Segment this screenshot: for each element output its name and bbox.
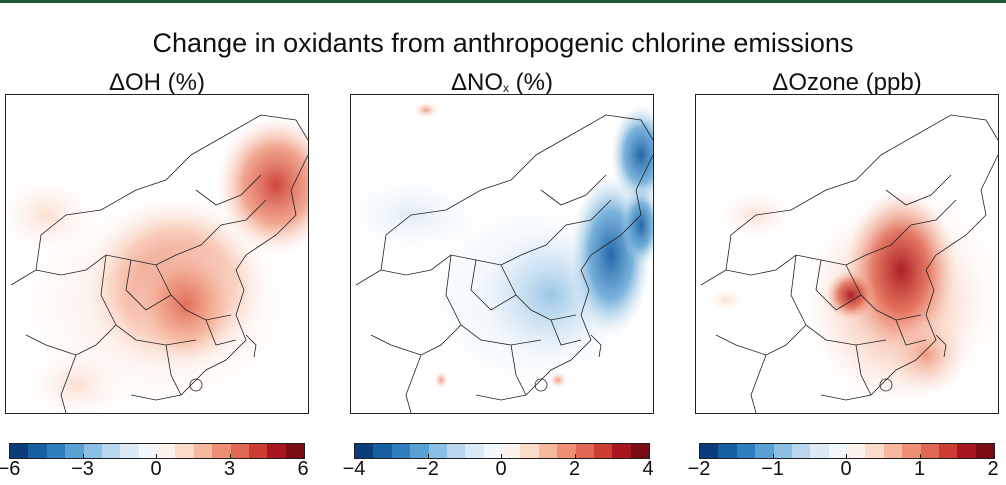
- colorbar-tick-mark: [354, 454, 355, 458]
- colorbar-cell: [975, 444, 994, 458]
- colorbar-cell: [700, 444, 719, 458]
- colorbar-cell: [902, 444, 921, 458]
- colorbar-cell: [465, 444, 484, 458]
- colorbar-cell: [410, 444, 429, 458]
- figure-title: Change in oxidants from anthropogenic ch…: [152, 28, 854, 58]
- colorbar-tick-label: −2: [416, 458, 439, 480]
- colorbar-nox-ticks: −4 −2 0 2 4: [343, 454, 654, 484]
- map-oh: [5, 94, 309, 414]
- colorbar-ozone: [699, 443, 995, 459]
- colorbar-cell: [391, 444, 411, 458]
- colorbar-tick-mark: [427, 454, 429, 458]
- map-ozone-graphic: [700, 114, 998, 413]
- colorbar-tick-label: 0: [150, 458, 162, 480]
- map-oh-graphic: [6, 114, 308, 413]
- panel-title-oh: ΔOH (%): [108, 69, 206, 96]
- panel-title-nox: ΔNOx (%): [352, 70, 652, 101]
- colorbar-cell: [520, 444, 539, 458]
- colorbar-tick-label: −2: [687, 458, 711, 480]
- colorbar-cell: [828, 444, 847, 458]
- colorbar-cell: [65, 444, 84, 458]
- colorbar-cell: [938, 444, 958, 458]
- colorbar-cell: [538, 444, 558, 458]
- colorbar-cell: [957, 444, 976, 458]
- panel-title-nox-subscript: x: [503, 81, 510, 95]
- colorbar-tick-label: −3: [71, 458, 94, 480]
- colorbar-tick-label: −4: [342, 458, 366, 480]
- colorbar-cell: [612, 444, 631, 458]
- colorbar-cell: [285, 444, 304, 458]
- colorbar-cell: [355, 444, 374, 458]
- colorbar-cell: [120, 444, 139, 458]
- colorbar-cell: [248, 444, 268, 458]
- colorbar-cell: [428, 444, 447, 458]
- colorbar-tick-mark: [9, 454, 10, 458]
- colorbar-cell: [557, 444, 576, 458]
- colorbar-tick-label: 2: [987, 458, 999, 480]
- panel-title-nox-main: ΔNO: [450, 69, 504, 96]
- colorbar-cell: [373, 444, 392, 458]
- colorbar-cell: [101, 444, 121, 458]
- colorbar-cell: [138, 444, 157, 458]
- colorbar-tick-mark: [303, 454, 304, 458]
- colorbar-cell: [810, 444, 829, 458]
- colorbar-tick-mark: [846, 454, 847, 458]
- colorbar-tick-label: 3: [223, 458, 236, 480]
- colorbar-cell: [175, 444, 194, 458]
- colorbar-cell: [267, 444, 286, 458]
- colorbar-nox: [354, 443, 650, 459]
- colorbar-tick-label: 1: [913, 458, 926, 480]
- colorbar-cell: [157, 444, 176, 458]
- colorbar-cell: [502, 444, 521, 458]
- colorbar-tick-mark: [82, 454, 84, 458]
- colorbar-tick-mark: [501, 454, 502, 458]
- colorbar-cell: [575, 444, 594, 458]
- colorbar-cell: [920, 444, 939, 458]
- colorbar-tick-mark: [993, 454, 994, 458]
- colorbar-cell: [446, 444, 466, 458]
- colorbar-tick-mark: [919, 454, 921, 458]
- colorbar-cell: [865, 444, 884, 458]
- colorbar-tick-label: 4: [642, 458, 654, 480]
- colorbar-tick-label: −6: [0, 458, 21, 480]
- colorbar-cell: [212, 444, 231, 458]
- colorbar-cell: [791, 444, 811, 458]
- map-ozone: [695, 94, 999, 414]
- colorbar-tick-mark: [699, 454, 700, 458]
- colorbar-cell: [593, 444, 613, 458]
- colorbar-tick-label: 0: [495, 458, 507, 480]
- map-nox: [350, 94, 654, 414]
- colorbar-cell: [230, 444, 249, 458]
- colorbar-oh: [9, 443, 305, 459]
- colorbar-cell: [883, 444, 903, 458]
- header-rule: [0, 0, 1006, 3]
- panel-title-nox-unit: (%): [509, 69, 554, 96]
- colorbar-tick-mark: [648, 454, 649, 458]
- colorbar-tick-label: 6: [297, 458, 309, 480]
- colorbar-oh-ticks: −6 −3 0 3 6: [0, 454, 309, 484]
- colorbar-cell: [630, 444, 649, 458]
- map-nox-graphic: [351, 102, 653, 413]
- colorbar-tick-mark: [772, 454, 774, 458]
- colorbar-cell: [755, 444, 774, 458]
- colorbar-cell: [46, 444, 66, 458]
- colorbar-tick-label: −1: [761, 458, 784, 480]
- colorbar-tick-mark: [574, 454, 576, 458]
- colorbar-cell: [10, 444, 29, 458]
- colorbar-cell: [83, 444, 102, 458]
- colorbar-cell: [483, 444, 502, 458]
- panel-title-ozone: ΔOzone (ppb): [772, 69, 922, 96]
- colorbar-tick-mark: [156, 454, 157, 458]
- colorbar-cell: [773, 444, 792, 458]
- colorbar-cell: [28, 444, 47, 458]
- colorbar-cell: [847, 444, 866, 458]
- colorbar-tick-mark: [229, 454, 231, 458]
- colorbar-cell: [718, 444, 737, 458]
- colorbar-ozone-ticks: −2 −1 0 1 2: [688, 454, 999, 484]
- colorbar-tick-label: 2: [568, 458, 581, 480]
- colorbar-tick-label: 0: [840, 458, 852, 480]
- colorbar-cell: [736, 444, 756, 458]
- colorbar-cell: [193, 444, 213, 458]
